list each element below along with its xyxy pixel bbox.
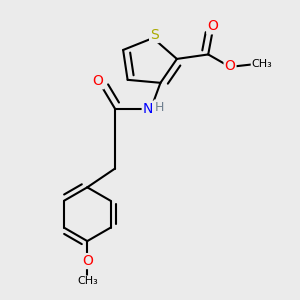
Text: CH₃: CH₃ [77, 276, 98, 286]
Text: CH₃: CH₃ [252, 59, 272, 69]
Text: N: N [143, 102, 153, 116]
Text: H: H [154, 100, 164, 113]
Text: O: O [207, 20, 218, 33]
Text: S: S [150, 28, 159, 42]
Text: O: O [92, 74, 103, 88]
Text: O: O [225, 59, 236, 74]
Text: O: O [82, 254, 93, 268]
